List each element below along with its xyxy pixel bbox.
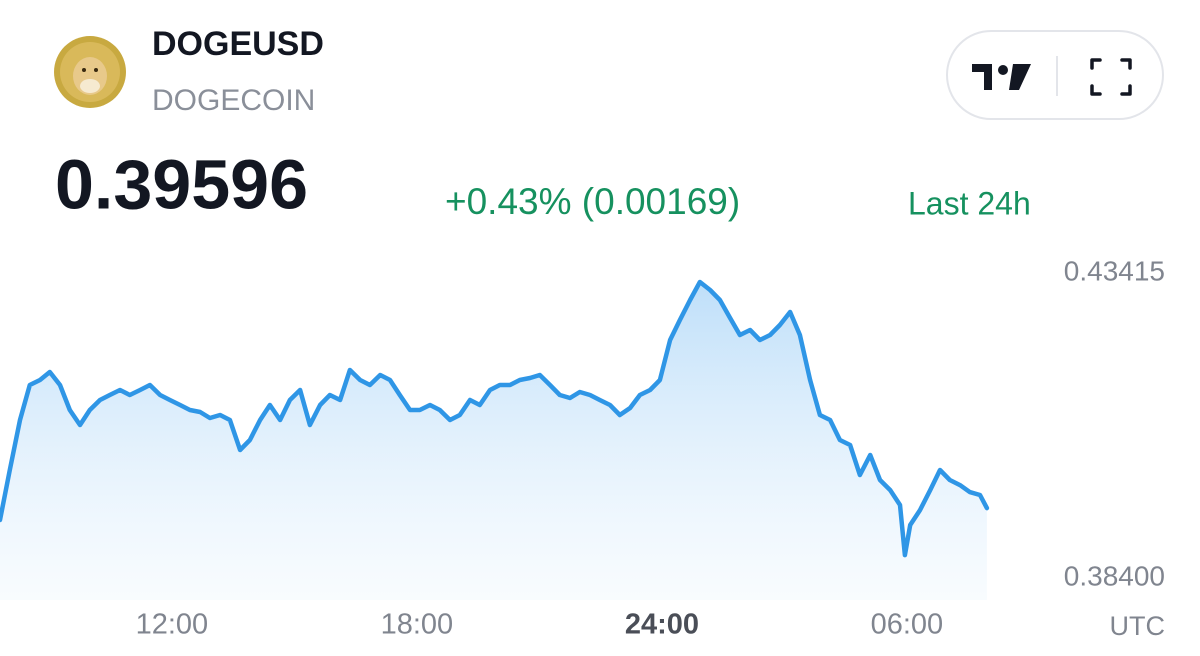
y-tick-label: 0.43415 — [1064, 255, 1165, 286]
coin-name: DOGECOIN — [152, 84, 315, 117]
x-tick-label: 12:00 — [136, 609, 209, 641]
price-change: +0.43% (0.00169) — [445, 181, 740, 222]
area-fill — [0, 282, 987, 600]
fullscreen-button[interactable] — [1090, 58, 1132, 96]
coin-logo — [54, 36, 126, 108]
x-tick-label: 18:00 — [381, 609, 454, 641]
y-tick-label: 0.38400 — [1064, 560, 1165, 591]
timezone-label: UTC — [1110, 611, 1166, 641]
price-line — [0, 279, 990, 558]
toolbar-frame — [946, 30, 1164, 120]
tradingview-logo[interactable] — [972, 64, 1031, 90]
x-tick-label: 06:00 — [871, 609, 944, 641]
price: 0.39596 — [55, 145, 308, 223]
toolbar — [946, 30, 1164, 120]
plot-area — [0, 279, 990, 600]
symbol: DOGEUSD — [152, 25, 324, 63]
period: Last 24h — [908, 185, 1031, 221]
x-tick-label: 24:00 — [625, 609, 699, 641]
